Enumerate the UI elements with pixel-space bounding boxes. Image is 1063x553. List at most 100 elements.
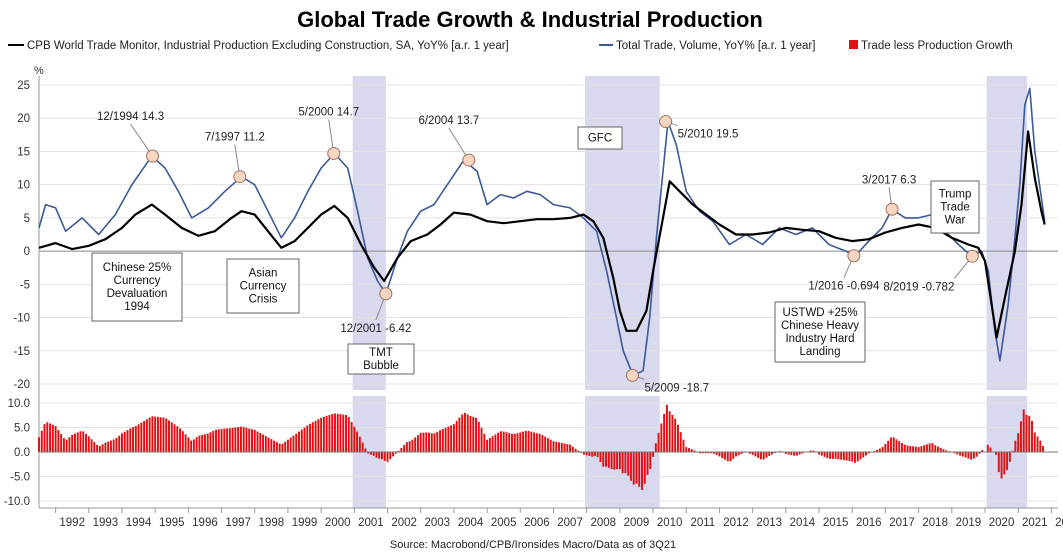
difference-bar (627, 452, 630, 476)
top-ytick-label: 10 (17, 180, 30, 192)
x-tick-label: 2002 (391, 517, 417, 529)
difference-bar (851, 452, 854, 462)
difference-bar (759, 452, 762, 460)
difference-bar (441, 428, 444, 452)
difference-bars (38, 404, 1058, 490)
difference-bar (322, 416, 325, 452)
callout-text: TMT (369, 347, 393, 359)
difference-bar (732, 452, 735, 459)
annotation-label: 5/2010 19.5 (678, 129, 739, 141)
difference-bar (411, 439, 414, 452)
difference-bar (65, 439, 68, 452)
difference-bar (1025, 414, 1028, 452)
difference-bar (967, 452, 970, 459)
difference-bar (1011, 450, 1014, 452)
difference-bar (278, 443, 281, 452)
difference-bar (101, 444, 104, 452)
difference-bar (295, 433, 298, 452)
difference-bar (1039, 440, 1042, 452)
difference-bar (823, 452, 826, 457)
callout-text: 1994 (124, 301, 150, 313)
difference-bar (228, 428, 231, 452)
difference-bar (275, 442, 278, 452)
difference-bar (995, 452, 998, 455)
difference-bar (251, 429, 253, 452)
x-tick-label: 2006 (524, 517, 550, 529)
difference-bar (571, 446, 574, 452)
difference-bar (145, 419, 148, 452)
difference-bar (917, 447, 920, 452)
difference-bar (242, 427, 245, 452)
difference-bar (333, 413, 336, 452)
difference-bar (215, 429, 217, 452)
difference-bar (649, 452, 652, 470)
x-tick-label: 2008 (590, 517, 616, 529)
difference-bar (892, 437, 895, 452)
difference-bar (876, 449, 879, 452)
annotation-label: 1/2016 -0.694 (808, 281, 880, 293)
difference-bar (981, 449, 984, 452)
difference-bar (784, 452, 787, 454)
x-tick-label: 2022 (1055, 517, 1063, 529)
difference-bar (477, 421, 480, 452)
difference-bar (671, 415, 674, 452)
difference-bar (724, 452, 726, 460)
difference-bar (533, 432, 536, 452)
x-tick-label: 1998 (259, 517, 285, 529)
difference-bar (751, 452, 754, 455)
difference-bar (212, 430, 215, 452)
difference-bar (748, 452, 751, 454)
difference-bar (970, 452, 973, 460)
legend-label-trade: Total Trade, Volume, YoY% [a.r. 1 year] (616, 40, 815, 52)
difference-bar (68, 437, 71, 452)
difference-bar (342, 414, 345, 452)
difference-bar (912, 446, 915, 452)
difference-bar (787, 452, 790, 455)
difference-bar (148, 417, 151, 452)
callout-frame (91, 252, 183, 322)
callout-text: Asian (249, 268, 278, 280)
difference-bar (668, 411, 671, 452)
difference-bar (38, 437, 40, 452)
difference-bar (555, 441, 558, 452)
x-tick-label: 2019 (956, 517, 982, 529)
difference-bar (712, 452, 715, 454)
difference-bar (480, 427, 483, 452)
annotation-label: 8/2019 -0.782 (883, 281, 954, 293)
difference-bar (729, 452, 732, 462)
difference-bar (311, 422, 314, 452)
difference-bar (49, 423, 52, 452)
difference-bar (936, 446, 939, 452)
callout-frame (577, 126, 623, 150)
difference-bar (771, 452, 773, 455)
difference-bar (165, 418, 168, 452)
difference-bar (292, 435, 295, 452)
difference-bar (953, 452, 956, 454)
difference-bar (535, 433, 538, 452)
difference-bar (115, 437, 118, 452)
callouts: Chinese 25%CurrencyDevaluation1994AsianC… (91, 126, 980, 375)
difference-bar (986, 444, 989, 452)
difference-bar (558, 442, 560, 452)
difference-bar (610, 452, 613, 470)
difference-bar (397, 450, 400, 452)
difference-bar (685, 447, 688, 452)
callout-text: Chinese 25% (103, 262, 171, 274)
difference-bar (253, 429, 256, 452)
difference-bar (599, 452, 602, 462)
difference-bar (923, 445, 926, 452)
top-ytick-label: 20 (17, 113, 30, 125)
difference-bar (40, 430, 43, 452)
gridlines (39, 84, 1058, 502)
difference-bar (552, 441, 555, 452)
difference-bar (812, 450, 815, 452)
annotation-label: 12/1994 14.3 (97, 111, 164, 123)
difference-bar (104, 442, 107, 452)
difference-bar (663, 414, 666, 452)
difference-bar (895, 439, 898, 452)
annotation-label: 3/2017 6.3 (862, 174, 916, 186)
difference-bar (834, 452, 837, 459)
difference-bar (190, 440, 193, 452)
difference-bar (187, 437, 190, 452)
difference-bar (154, 416, 157, 452)
